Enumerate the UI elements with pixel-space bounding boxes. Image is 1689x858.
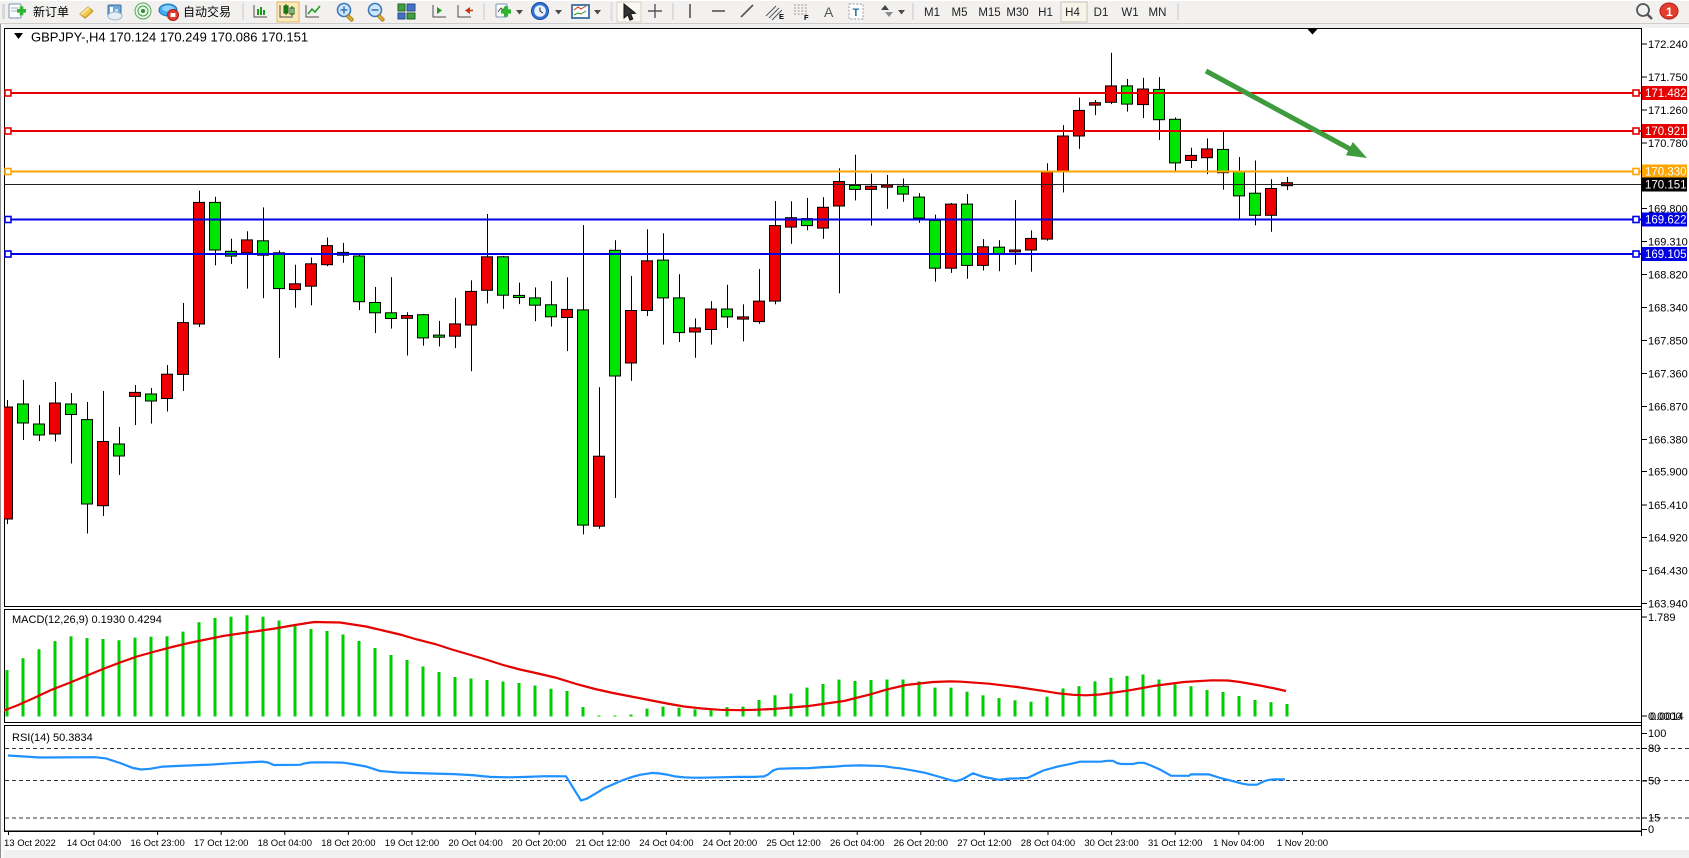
svg-text:0.0000: 0.0000 bbox=[1648, 711, 1682, 723]
svg-text:50: 50 bbox=[1648, 776, 1660, 788]
svg-text:24 Oct 04:00: 24 Oct 04:00 bbox=[639, 838, 693, 849]
svg-text:W1: W1 bbox=[1121, 7, 1138, 19]
svg-text:21 Oct 12:00: 21 Oct 12:00 bbox=[576, 838, 630, 849]
svg-text:T: T bbox=[853, 7, 860, 19]
svg-text:1.789: 1.789 bbox=[1648, 612, 1676, 624]
svg-text:E: E bbox=[779, 12, 784, 21]
svg-text:20 Oct 04:00: 20 Oct 04:00 bbox=[448, 838, 502, 849]
svg-text:171.260: 171.260 bbox=[1648, 105, 1688, 117]
svg-text:MACD(12,26,9) 0.1930 0.4294: MACD(12,26,9) 0.1930 0.4294 bbox=[12, 614, 162, 626]
svg-text:M1: M1 bbox=[924, 7, 940, 19]
svg-text:166.870: 166.870 bbox=[1648, 402, 1688, 414]
svg-text:M15: M15 bbox=[978, 7, 1000, 19]
svg-text:M5: M5 bbox=[952, 7, 968, 19]
svg-text:自动交易: 自动交易 bbox=[183, 4, 231, 19]
svg-text:165.410: 165.410 bbox=[1648, 500, 1688, 512]
svg-text:169.105: 169.105 bbox=[1645, 249, 1687, 261]
svg-text:25 Oct 12:00: 25 Oct 12:00 bbox=[766, 838, 820, 849]
svg-text:27 Oct 12:00: 27 Oct 12:00 bbox=[957, 838, 1011, 849]
svg-text:M30: M30 bbox=[1006, 7, 1028, 19]
svg-text:RSI(14) 50.3834: RSI(14) 50.3834 bbox=[12, 732, 93, 744]
svg-text:26 Oct 04:00: 26 Oct 04:00 bbox=[830, 838, 884, 849]
svg-text:171.482: 171.482 bbox=[1645, 88, 1687, 100]
svg-text:170.330: 170.330 bbox=[1645, 167, 1687, 179]
svg-text:163.940: 163.940 bbox=[1648, 599, 1688, 611]
svg-text:18 Oct 20:00: 18 Oct 20:00 bbox=[321, 838, 375, 849]
svg-text:167.360: 167.360 bbox=[1648, 369, 1688, 381]
svg-text:14 Oct 04:00: 14 Oct 04:00 bbox=[67, 838, 121, 849]
svg-text:80: 80 bbox=[1648, 743, 1660, 755]
svg-text:170.921: 170.921 bbox=[1645, 126, 1687, 138]
svg-text:16 Oct 23:00: 16 Oct 23:00 bbox=[130, 838, 184, 849]
svg-text:新订单: 新订单 bbox=[33, 4, 69, 19]
svg-text:1 Nov 04:00: 1 Nov 04:00 bbox=[1213, 838, 1264, 849]
svg-text:30 Oct 23:00: 30 Oct 23:00 bbox=[1084, 838, 1138, 849]
svg-text:28 Oct 04:00: 28 Oct 04:00 bbox=[1021, 838, 1075, 849]
svg-text:A: A bbox=[824, 4, 834, 20]
svg-text:0.0014: 0.0014 bbox=[1650, 711, 1684, 723]
svg-text:0: 0 bbox=[1648, 824, 1654, 836]
svg-text:20 Oct 20:00: 20 Oct 20:00 bbox=[512, 838, 566, 849]
svg-text:F: F bbox=[804, 13, 809, 22]
svg-text:168.340: 168.340 bbox=[1648, 303, 1688, 315]
svg-text:169.622: 169.622 bbox=[1645, 215, 1687, 227]
svg-text:1 Nov 20:00: 1 Nov 20:00 bbox=[1277, 838, 1328, 849]
svg-text:172.240: 172.240 bbox=[1648, 39, 1688, 51]
svg-text:19 Oct 12:00: 19 Oct 12:00 bbox=[385, 838, 439, 849]
svg-text:164.430: 164.430 bbox=[1648, 566, 1688, 578]
svg-text:170.780: 170.780 bbox=[1648, 138, 1688, 150]
svg-text:31 Oct 12:00: 31 Oct 12:00 bbox=[1148, 838, 1202, 849]
svg-text:1: 1 bbox=[1666, 5, 1673, 19]
svg-text:26 Oct 20:00: 26 Oct 20:00 bbox=[894, 838, 948, 849]
svg-text:H1: H1 bbox=[1038, 7, 1053, 19]
svg-text:24 Oct 20:00: 24 Oct 20:00 bbox=[703, 838, 757, 849]
svg-text:165.900: 165.900 bbox=[1648, 467, 1688, 479]
svg-text:17 Oct 12:00: 17 Oct 12:00 bbox=[194, 838, 248, 849]
svg-text:H4: H4 bbox=[1065, 7, 1080, 19]
svg-text:170.151: 170.151 bbox=[1645, 180, 1687, 192]
svg-text:166.380: 166.380 bbox=[1648, 435, 1688, 447]
svg-text:18 Oct 04:00: 18 Oct 04:00 bbox=[258, 838, 312, 849]
svg-text:164.920: 164.920 bbox=[1648, 533, 1688, 545]
svg-text:100: 100 bbox=[1648, 728, 1666, 740]
svg-text:171.750: 171.750 bbox=[1648, 72, 1688, 84]
svg-text:169.310: 169.310 bbox=[1648, 237, 1688, 249]
svg-text:GBPJPY-,H4 170.124 170.249 17: GBPJPY-,H4 170.124 170.249 170.086 170.1… bbox=[31, 30, 308, 45]
svg-text:13 Oct 2022: 13 Oct 2022 bbox=[4, 838, 56, 849]
svg-text:168.820: 168.820 bbox=[1648, 270, 1688, 282]
svg-text:15: 15 bbox=[1648, 813, 1660, 825]
svg-text:MN: MN bbox=[1149, 7, 1167, 19]
svg-text:D1: D1 bbox=[1094, 7, 1109, 19]
svg-text:167.850: 167.850 bbox=[1648, 336, 1688, 348]
